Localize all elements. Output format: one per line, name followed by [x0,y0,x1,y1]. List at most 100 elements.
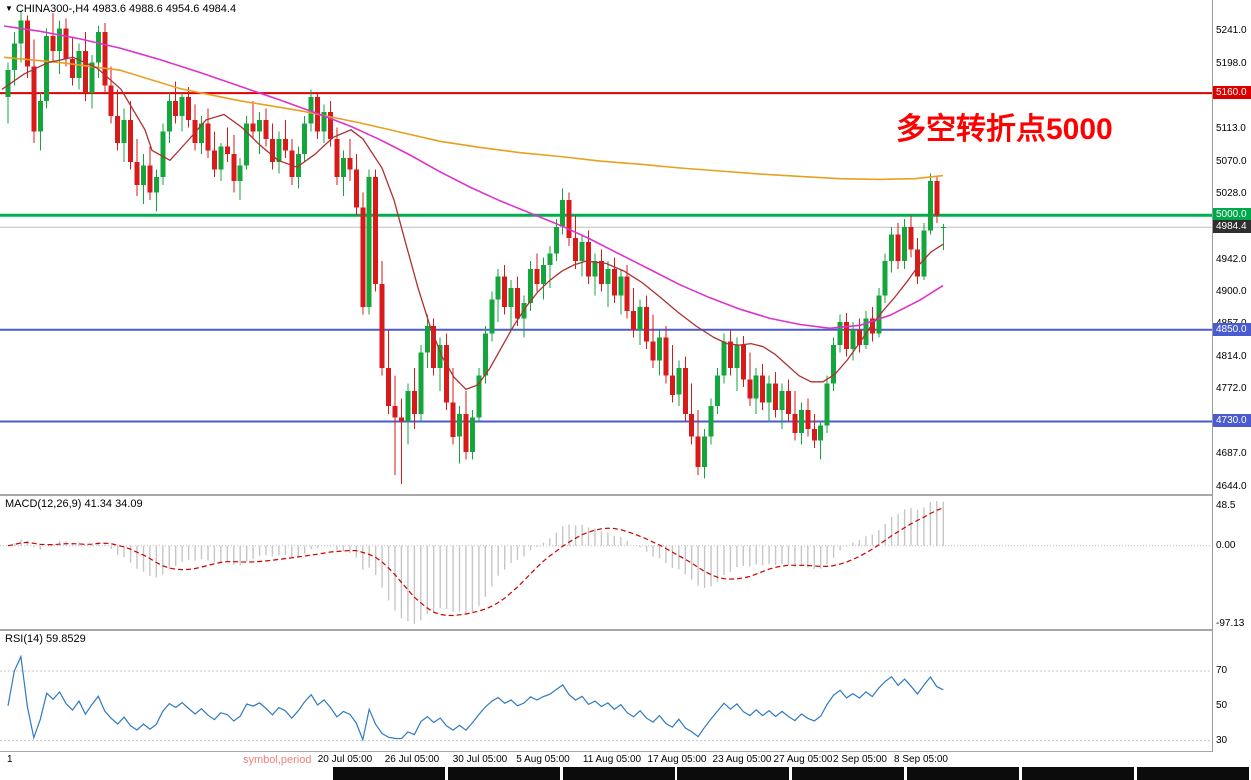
taskbar-item[interactable] [1021,767,1134,780]
candle [792,390,798,441]
candle [141,154,146,204]
taskbar-item[interactable] [907,767,1019,780]
candle [669,345,675,403]
candle [831,337,837,391]
candle [631,287,637,338]
symbol-dropdown-icon[interactable]: ▼ [5,4,13,13]
candle [921,222,927,281]
price-badge: 4984.4 [1213,220,1251,234]
candle [134,139,140,197]
time-axis-label: 8 Sep 05:00 [894,754,948,765]
price-tick-label: 5113.0 [1216,123,1246,135]
rsi-axis-label: 50 [1216,699,1228,711]
candle [521,295,527,338]
taskbar [0,767,1251,780]
candle [534,253,540,292]
candle [424,314,430,368]
taskbar-item[interactable] [792,767,905,780]
macd-axis-label: 0.00 [1216,539,1236,551]
main-chart-panel: ▼ CHINA300-,H4 4983.6 4988.6 4954.6 4984.… [0,0,1212,496]
candle [553,219,559,262]
chart-title[interactable]: ▼ CHINA300-,H4 4983.6 4988.6 4954.6 4984.… [5,3,236,15]
candle [702,429,708,479]
candle [392,375,398,475]
candle [566,192,572,246]
ma-mid-magenta [3,25,944,330]
chart-annotation: 多空转折点5000 [896,113,1113,146]
price-axis[interactable]: 5241.0 5198.0 5113.0 5070.0 5028.0 4942.0 4900… [1212,0,1251,767]
candle [850,322,856,361]
candle [786,379,791,422]
price-badge: 4850.0 [1213,322,1251,336]
candle [882,253,888,304]
macd-panel: MACD(12,26,9) 41.34 34.09 [0,496,1212,631]
taskbar-item[interactable] [677,767,790,780]
footer-watermark: symbol,period [243,754,312,766]
candle [450,368,456,445]
main-chart-canvas[interactable] [0,0,1212,494]
candle [431,318,437,376]
candle [166,93,172,143]
candle [740,336,746,388]
taskbar-item[interactable] [447,767,560,780]
candle [302,116,308,162]
rsi-axis-label: 70 [1216,665,1228,676]
candle [818,421,824,460]
candle [779,383,785,430]
candle [218,142,224,181]
candle [489,291,495,342]
candle [108,66,114,124]
candle [244,116,250,170]
price-tick-label: 4814.0 [1216,351,1247,363]
candle [37,93,43,151]
candle [908,215,914,258]
candle [353,154,359,216]
candle [128,100,134,170]
candle [766,375,772,422]
candle [734,337,740,391]
candles [5,10,946,485]
candle [160,123,166,185]
price-tick-label: 5070.0 [1216,155,1247,167]
price-tick-label: 4772.0 [1216,383,1247,395]
rsi-line [7,654,944,742]
candle [940,224,946,250]
candle [598,249,604,292]
candle [269,123,275,170]
candle [121,108,127,162]
candle [469,410,475,460]
candle [276,131,282,174]
candle [811,413,817,449]
candle [224,127,230,162]
candle [502,264,508,315]
candle [186,87,192,128]
macd-axis-label: 48.5 [1216,499,1236,511]
price-badge: 5160.0 [1213,86,1251,100]
candle [644,295,650,349]
candle [289,139,295,185]
candle [798,402,804,445]
candle [592,253,598,296]
time-axis-label: 27 Aug 05:00 [773,754,833,765]
taskbar-item[interactable] [1136,767,1249,780]
rsi-panel: RSI(14) 59.8529 [0,631,1212,752]
candle [308,89,314,132]
candle [205,108,211,158]
rsi-axis-label: 30 [1216,734,1228,746]
ma-fast-darkred [1,56,944,391]
candle [844,313,849,357]
time-axis[interactable]: 1 symbol,period 20 Jul 05:00 26 Jul 05:00… [0,752,1251,767]
candle [934,175,940,223]
macd-canvas[interactable] [0,496,1212,629]
rsi-canvas[interactable] [0,631,1212,751]
taskbar-item[interactable] [562,767,675,780]
candle [115,89,121,151]
candle [379,261,385,376]
candle [321,104,327,143]
candle [753,368,759,414]
candle [199,116,204,155]
taskbar-item[interactable] [333,767,445,780]
candle [676,360,682,407]
candle [44,28,50,109]
